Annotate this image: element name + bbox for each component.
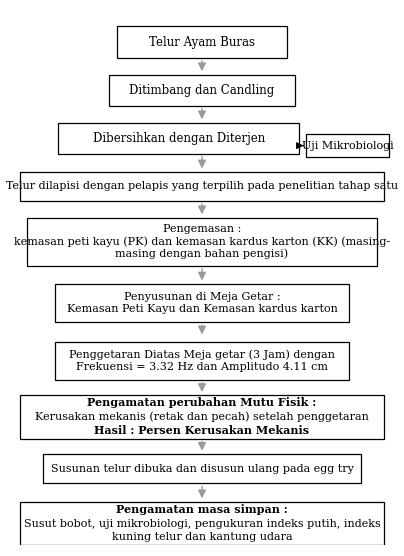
Text: Pengemasan :
kemasan peti kayu (PK) dan kemasan kardus karton (KK) (masing-
masi: Pengemasan : kemasan peti kayu (PK) dan …	[14, 225, 390, 259]
Text: Penggetaran Diatas Meja getar (3 Jam) dengan
Frekuensi = 3.32 Hz dan Amplitudo 4: Penggetaran Diatas Meja getar (3 Jam) de…	[69, 350, 335, 372]
Text: Hasil : Persen Kerusakan Mekanis: Hasil : Persen Kerusakan Mekanis	[95, 425, 309, 436]
Text: Susunan telur dibuka dan disusun ulang pada egg try: Susunan telur dibuka dan disusun ulang p…	[50, 464, 354, 474]
Bar	[55, 284, 349, 322]
Bar	[117, 26, 287, 58]
Bar	[20, 171, 384, 201]
Text: Uji Mikrobiologi: Uji Mikrobiologi	[301, 141, 393, 151]
Bar	[55, 341, 349, 380]
Text: Telur Ayam Buras: Telur Ayam Buras	[149, 36, 255, 48]
Text: Susut bobot, uji mikrobiologi, pengukuran indeks putih, indeks: Susut bobot, uji mikrobiologi, pengukura…	[23, 519, 381, 529]
Bar	[20, 502, 384, 545]
Bar	[20, 395, 384, 439]
Text: Pengamatan perubahan Mutu Fisik :: Pengamatan perubahan Mutu Fisik :	[87, 398, 317, 409]
Bar	[43, 454, 361, 483]
Bar	[59, 123, 299, 153]
Text: Pengamatan masa simpan :: Pengamatan masa simpan :	[116, 504, 288, 515]
Text: Penyusunan di Meja Getar :
Kemasan Peti Kayu dan Kemasan kardus karton: Penyusunan di Meja Getar : Kemasan Peti …	[67, 292, 337, 314]
Text: Ditimbang dan Candling: Ditimbang dan Candling	[129, 83, 275, 97]
Text: kuning telur dan kantung udara: kuning telur dan kantung udara	[112, 533, 292, 543]
Text: Telur dilapisi dengan pelapis yang terpilih pada penelitian tahap satu: Telur dilapisi dengan pelapis yang terpi…	[6, 181, 398, 191]
Text: Kerusakan mekanis (retak dan pecah) setelah penggetaran: Kerusakan mekanis (retak dan pecah) sete…	[35, 411, 369, 422]
Text: Dibersihkan dengan Diterjen: Dibersihkan dengan Diterjen	[93, 132, 265, 145]
Bar	[27, 218, 377, 266]
Bar	[306, 134, 389, 157]
Bar	[109, 75, 295, 106]
